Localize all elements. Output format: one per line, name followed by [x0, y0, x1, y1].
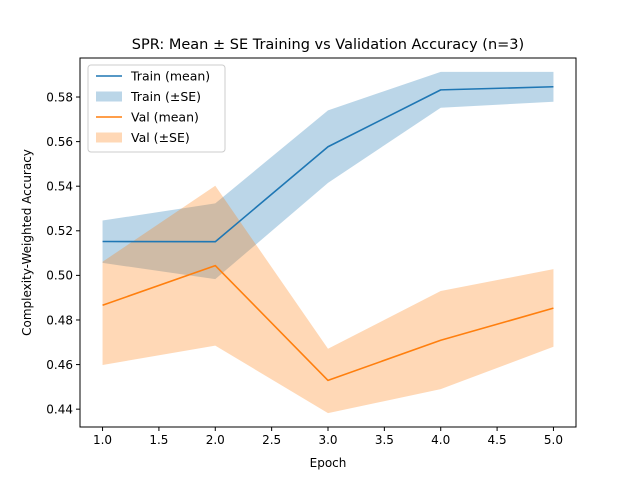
x-axis-label: Epoch [310, 456, 347, 470]
x-tick-label: 1.0 [93, 433, 112, 447]
y-tick-label: 0.56 [46, 135, 73, 149]
legend-band-swatch [96, 132, 122, 143]
x-tick-label: 1.5 [149, 433, 168, 447]
x-tick-label: 4.5 [488, 433, 507, 447]
x-tick-label: 5.0 [544, 433, 563, 447]
error-bands [102, 71, 554, 414]
x-tick-label: 2.5 [262, 433, 281, 447]
legend-label: Train (mean) [130, 69, 210, 84]
series-lines [102, 85, 554, 382]
legend-box [87, 64, 226, 153]
x-tick-label: 3.5 [375, 433, 394, 447]
series-line-1 [102, 264, 554, 382]
legend-label: Val (mean) [131, 110, 199, 125]
y-tick-label: 0.52 [46, 224, 73, 238]
y-axis-label: Complexity-Weighted Accuracy [20, 149, 34, 336]
legend-band-swatch [96, 91, 122, 102]
y-tick-label: 0.46 [46, 358, 73, 372]
y-tick-label: 0.48 [46, 313, 73, 327]
x-tick-label: 3.0 [318, 433, 337, 447]
y-axis: 0.44 0.46 0.48 0.50 0.52 0.54 0.56 0.58 [46, 90, 80, 416]
x-axis: 1.0 1.5 2.0 2.5 3.0 3.5 4.0 4.5 5.0 [93, 427, 563, 447]
series-line-0 [102, 85, 554, 243]
y-tick-label: 0.58 [46, 90, 73, 104]
y-tick-label: 0.54 [46, 180, 73, 194]
legend-label: Train (±SE) [130, 89, 201, 104]
error-band-1 [102, 185, 554, 414]
chart-title: SPR: Mean ± SE Training vs Validation Ac… [132, 37, 524, 53]
y-tick-label: 0.44 [46, 402, 73, 416]
x-tick-label: 2.0 [206, 433, 225, 447]
error-band-0 [102, 71, 554, 280]
y-tick-label: 0.50 [46, 269, 73, 283]
x-tick-label: 4.0 [431, 433, 450, 447]
legend-label: Val (±SE) [131, 130, 190, 145]
legend: Train (mean) Train (±SE) Val (mean) Val (±S… [87, 64, 226, 153]
